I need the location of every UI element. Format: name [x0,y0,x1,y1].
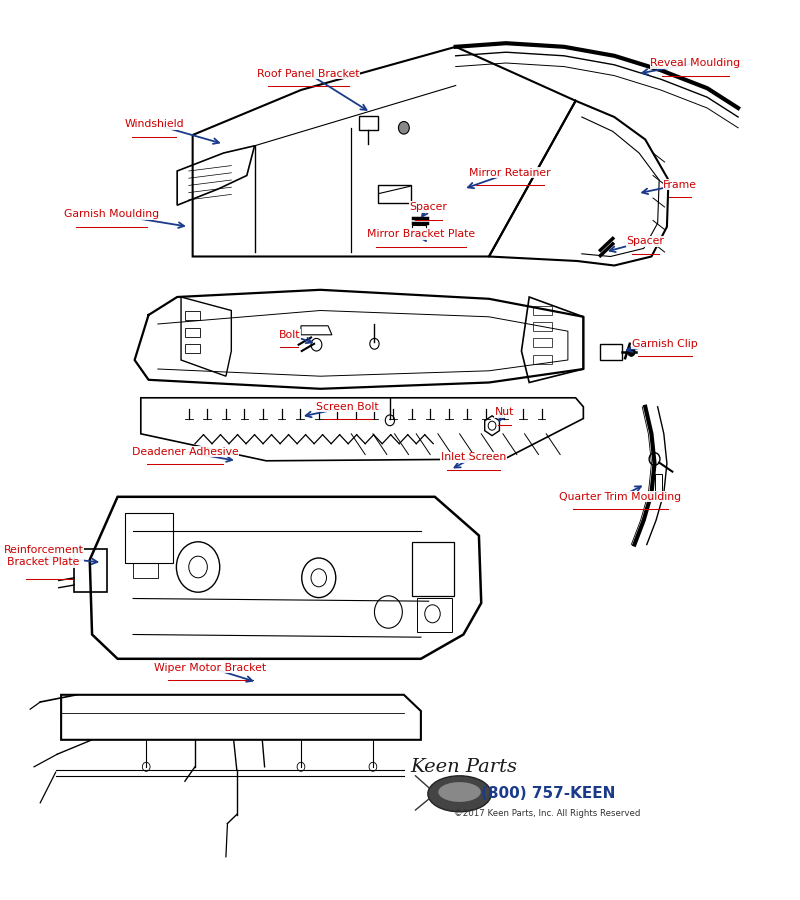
Bar [533,338,553,347]
Bar [654,474,662,490]
Circle shape [627,347,635,356]
Text: Spacer: Spacer [626,236,664,247]
Bar [533,355,553,364]
Bar [412,542,454,596]
Bar [600,344,622,360]
Bar [378,184,411,202]
Bar [185,311,200,320]
Text: Screen Bolt: Screen Bolt [316,401,378,412]
Text: Garnish Moulding: Garnish Moulding [64,209,159,220]
Circle shape [398,122,410,134]
Ellipse shape [438,782,481,802]
Text: Inlet Screen: Inlet Screen [441,452,506,463]
Text: Deadener Adhesive: Deadener Adhesive [131,446,238,457]
Bar [74,549,106,592]
Text: Quarter Trim Moulding: Quarter Trim Moulding [559,491,682,502]
Text: Keen Parts: Keen Parts [410,758,517,776]
Text: Bolt: Bolt [278,329,300,340]
Text: Mirror Retainer: Mirror Retainer [469,167,550,178]
Text: Roof Panel Bracket: Roof Panel Bracket [258,68,360,79]
Text: ©2017 Keen Parts, Inc. All Rights Reserved: ©2017 Keen Parts, Inc. All Rights Reserv… [454,809,640,818]
Text: Spacer: Spacer [410,202,447,212]
Bar [533,306,553,315]
Ellipse shape [428,776,491,812]
Text: Windshield: Windshield [124,119,184,130]
Text: Frame: Frame [663,179,697,190]
Text: Garnish Clip: Garnish Clip [632,338,698,349]
Bar [133,563,158,578]
Bar [533,322,553,331]
Bar [185,344,200,353]
Text: Mirror Bracket Plate: Mirror Bracket Plate [367,229,475,239]
Text: Reinforcement
Bracket Plate: Reinforcement Bracket Plate [3,545,83,567]
Bar [417,598,452,632]
Bar [126,513,174,562]
Text: (800) 757-KEEN: (800) 757-KEEN [482,787,616,801]
Text: Wiper Motor Bracket: Wiper Motor Bracket [154,662,266,673]
Text: Reveal Moulding: Reveal Moulding [650,58,741,68]
Bar [185,328,200,337]
Text: Nut: Nut [494,407,514,418]
Bar [359,116,378,130]
